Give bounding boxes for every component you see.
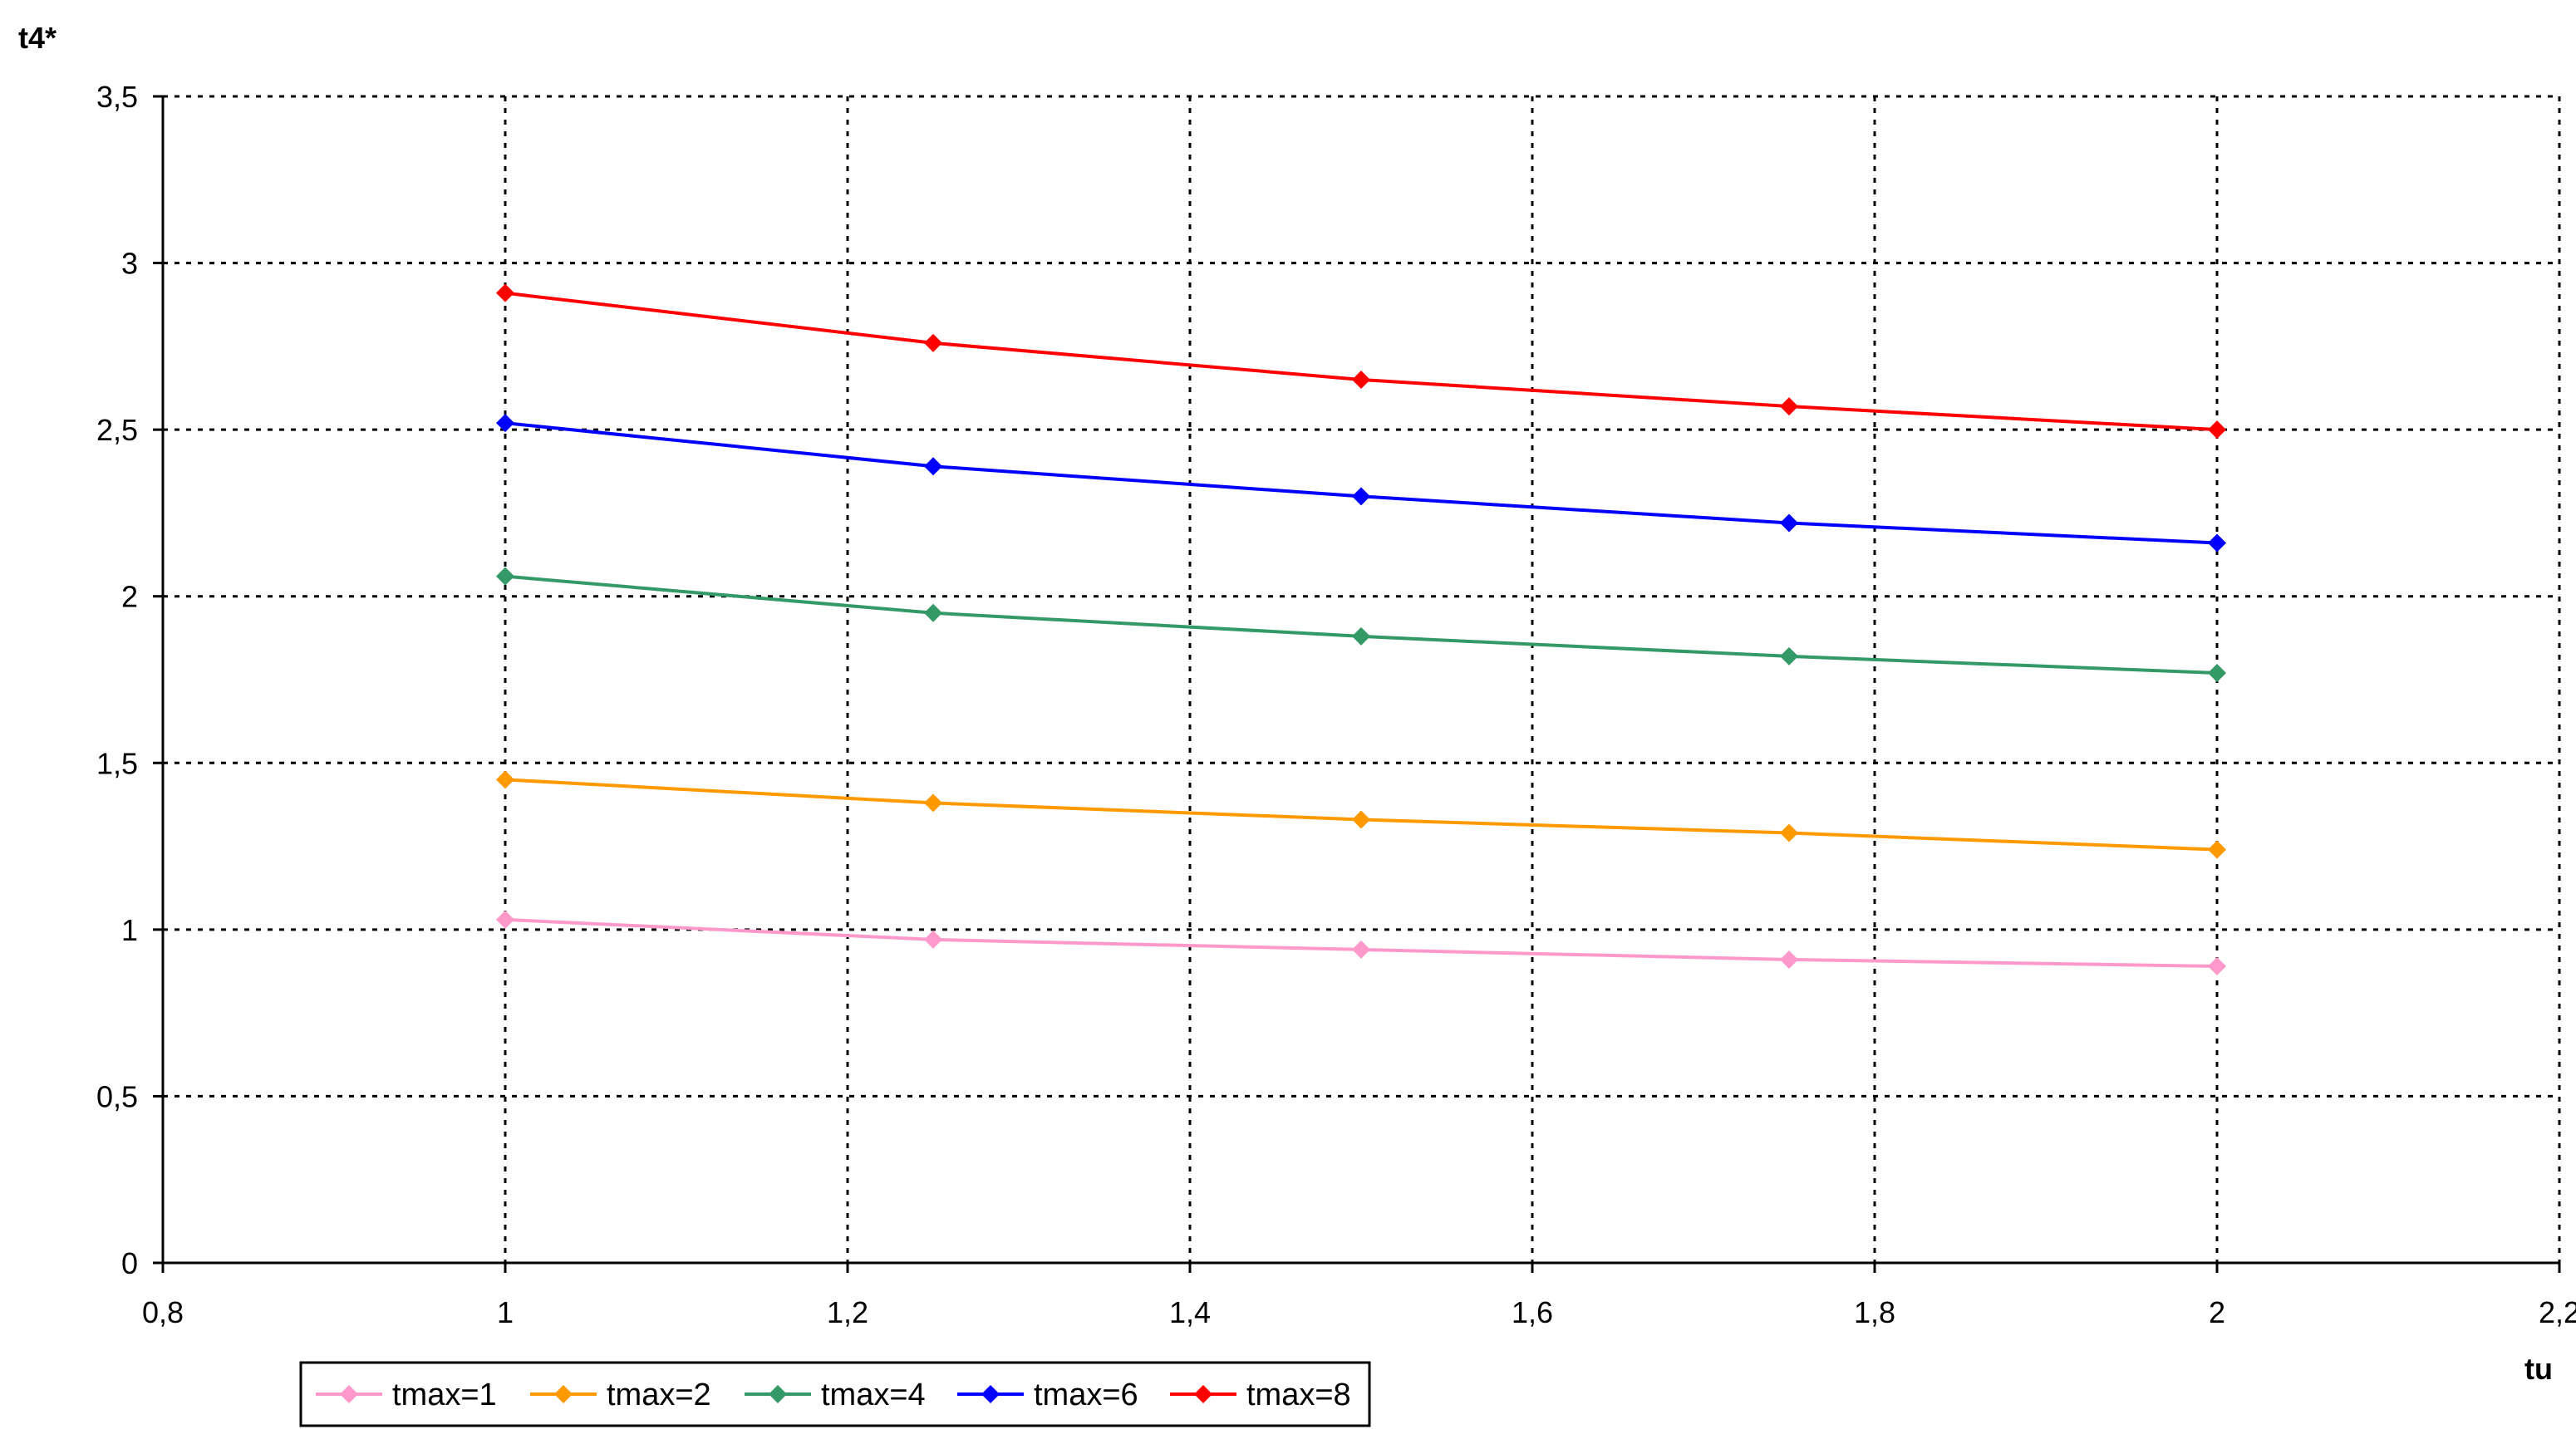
y-tick-label: 1 bbox=[121, 913, 138, 947]
data-point bbox=[924, 457, 942, 476]
data-point bbox=[496, 770, 514, 789]
data-point bbox=[924, 333, 942, 352]
y-tick-label: 2,5 bbox=[96, 413, 138, 447]
axes bbox=[153, 95, 2561, 1273]
legend-swatch-marker bbox=[981, 1385, 1000, 1403]
data-point bbox=[1352, 487, 1370, 506]
data-point bbox=[2208, 840, 2226, 859]
legend-label: tmax=4 bbox=[821, 1378, 926, 1412]
x-tick-label: 1,2 bbox=[827, 1295, 868, 1329]
data-point bbox=[1780, 397, 1798, 416]
data-point bbox=[1352, 940, 1370, 959]
tick-labels: 0 0,5 1 1,5 2 2,5 3 3,5 0,8 1 1,2 1,4 1,6 1,8 2 2,2 bbox=[96, 80, 2576, 1329]
data-point bbox=[496, 283, 514, 302]
data-point bbox=[1352, 810, 1370, 829]
legend-label: tmax=6 bbox=[1034, 1378, 1138, 1412]
y-tick-label: 3,5 bbox=[96, 80, 138, 114]
series-line-tmax=4 bbox=[504, 574, 2218, 675]
data-point bbox=[496, 910, 514, 929]
data-point bbox=[1352, 370, 1370, 389]
legend-label: tmax=2 bbox=[607, 1378, 711, 1412]
data-point bbox=[2208, 956, 2226, 975]
series-line-tmax=6 bbox=[504, 421, 2218, 545]
data-point bbox=[1780, 823, 1798, 842]
y-tick-label: 1,5 bbox=[96, 746, 138, 780]
data-point bbox=[1352, 626, 1370, 646]
y-tick-label: 0,5 bbox=[96, 1079, 138, 1113]
x-tick-label: 1,8 bbox=[1854, 1295, 1895, 1329]
data-point bbox=[2208, 420, 2226, 440]
data-point bbox=[2208, 663, 2226, 682]
legend-label: tmax=8 bbox=[1246, 1378, 1351, 1412]
grid-lines bbox=[163, 95, 2561, 1263]
x-tick-label: 1,4 bbox=[1169, 1295, 1211, 1329]
x-tick-label: 2,2 bbox=[2539, 1295, 2576, 1329]
y-tick-label: 3 bbox=[121, 247, 138, 281]
data-point bbox=[1780, 646, 1798, 666]
legend-swatch-marker bbox=[554, 1385, 573, 1403]
data-point bbox=[2208, 533, 2226, 553]
x-tick-label: 2 bbox=[2209, 1295, 2225, 1329]
y-axis-title: t4* bbox=[18, 21, 57, 55]
data-point bbox=[496, 567, 514, 586]
data-point bbox=[924, 930, 942, 949]
legend: tmax=1 tmax=2 tmax=4 tmax=6 tmax=8 bbox=[299, 1361, 1371, 1427]
data-point bbox=[496, 414, 514, 433]
series-line-tmax=8 bbox=[504, 291, 2218, 432]
legend-label: tmax=1 bbox=[392, 1378, 497, 1412]
series-lines bbox=[496, 283, 2226, 975]
x-tick-label: 1 bbox=[497, 1295, 514, 1329]
x-tick-label: 0,8 bbox=[142, 1295, 184, 1329]
x-axis-title: tu bbox=[2524, 1352, 2553, 1386]
x-tick-label: 1,6 bbox=[1512, 1295, 1553, 1329]
data-point bbox=[924, 603, 942, 622]
data-point bbox=[924, 793, 942, 813]
legend-swatch-marker bbox=[340, 1385, 358, 1403]
y-tick-label: 2 bbox=[121, 580, 138, 614]
data-point bbox=[1780, 950, 1798, 969]
legend-swatch-marker bbox=[769, 1385, 787, 1403]
legend-swatch-marker bbox=[1194, 1385, 1212, 1403]
y-tick-label: 0 bbox=[121, 1246, 138, 1280]
data-point bbox=[1780, 513, 1798, 533]
